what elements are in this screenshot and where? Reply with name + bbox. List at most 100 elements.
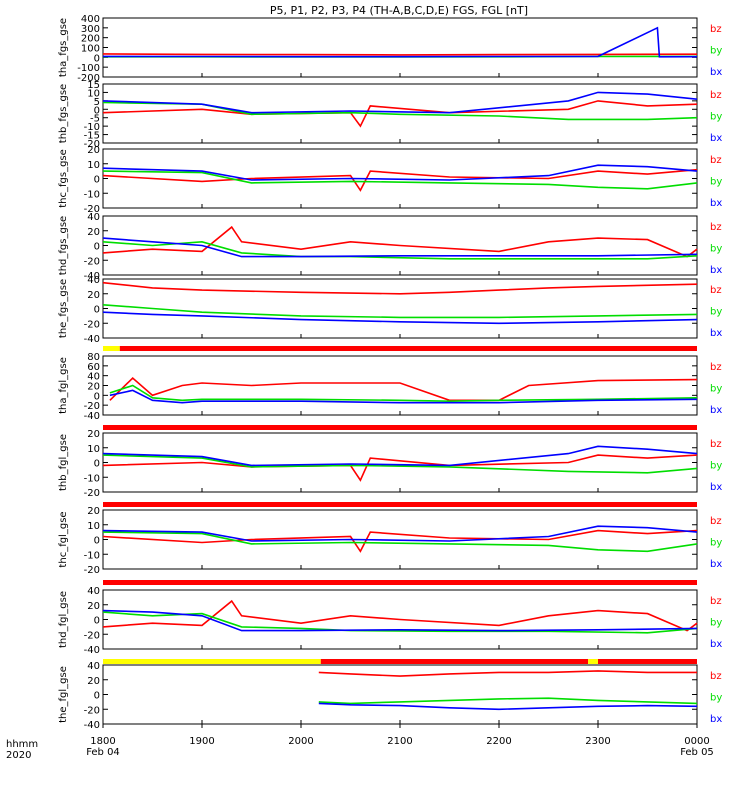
y-tick-label: 0 (94, 391, 100, 402)
series-by-line (109, 384, 698, 403)
legend-bz: bz (710, 362, 722, 373)
series-bz-line (102, 53, 698, 56)
y-tick-label: 100 (81, 44, 100, 55)
series-bz-line (318, 670, 697, 677)
x-tick-label: 1800 (90, 736, 115, 747)
y-tick-label: 20 (87, 506, 100, 517)
series-bx-line (102, 525, 698, 542)
y-tick-label: 0 (94, 175, 100, 186)
panel-frame (102, 278, 698, 339)
y-tick-label: 40 (87, 586, 100, 597)
series-by-line (318, 697, 698, 705)
series-bx-line (109, 389, 698, 404)
y-tick-label: -10 (84, 122, 100, 133)
y-tick-label: 20 (87, 290, 100, 301)
mode-bar-2-segment (103, 425, 697, 430)
y-tick-label: 40 (87, 212, 100, 223)
y-tick-label: -40 (84, 411, 100, 422)
legend-bz: bz (710, 90, 722, 101)
series-bz-line (102, 100, 698, 128)
y-tick-label: 10 (87, 521, 100, 532)
x-tick-label: 2100 (387, 736, 412, 747)
x-tick-date: Feb 04 (86, 747, 120, 758)
y-tick-label: -40 (84, 271, 100, 282)
y-axis-label: tha_fgl_gse (58, 357, 69, 414)
y-tick-label: 5 (94, 97, 100, 108)
panel-frame (102, 664, 698, 725)
y-axis-label: thc_fgl_gse (58, 511, 69, 567)
y-tick-label: 0 (94, 616, 100, 627)
y-axis-label: thb_fgl_gse (58, 434, 69, 491)
x-tick-label: 2200 (486, 736, 511, 747)
y-tick-label: 20 (87, 676, 100, 687)
y-tick-label: 40 (87, 275, 100, 286)
mode-bar-5-segment (588, 659, 598, 664)
series-bz-line (109, 377, 698, 402)
series-bx-line (102, 91, 698, 114)
y-tick-label: -10 (84, 473, 100, 484)
y-axis-label: thc_fgs_gse (58, 149, 69, 208)
panel-the_fgl_gse: 40 20 0 -20 -40 the_fgl_gse bz by bx (58, 661, 722, 731)
series-by-line (102, 531, 698, 553)
x-tick-label: 2000 (288, 736, 313, 747)
series-bx-line (102, 237, 698, 258)
y-tick-label: -20 (84, 256, 100, 267)
y-tick-label: -5 (90, 114, 100, 125)
legend-bx: bx (710, 133, 722, 144)
panel-thc_fgs_gse: 20 10 0 -10 -20 thc_fgs_gse bz by bx (58, 145, 722, 215)
panel-thb_fgl_gse: 20 10 0 -10 -20 thb_fgl_gse bz by bx (58, 429, 722, 499)
y-tick-label: -15 (84, 131, 100, 142)
mode-bar-5-segment (598, 659, 697, 664)
y-tick-label: -20 (84, 139, 100, 150)
legend-bx: bx (710, 639, 722, 650)
y-tick-label: 15 (87, 80, 100, 91)
x-tick-date: Feb 05 (680, 747, 714, 758)
legend-by: by (710, 618, 722, 629)
y-tick-label: 0 (94, 459, 100, 470)
legend-by: by (710, 384, 722, 395)
legend-bz: bz (710, 439, 722, 450)
legend-bx: bx (710, 405, 722, 416)
x-tick-label: 1900 (189, 736, 214, 747)
legend-bz: bz (710, 285, 722, 296)
y-axis-label: thd_fgs_gse (58, 216, 69, 275)
time-label-year: 2020 (6, 750, 31, 761)
legend-by: by (710, 177, 722, 188)
legend-bx: bx (710, 265, 722, 276)
legend-by: by (710, 693, 722, 704)
y-tick-label: -40 (84, 334, 100, 345)
y-tick-label: 60 (87, 362, 100, 373)
x-tick-label: 0000 (684, 736, 709, 747)
y-axis-label: the_fgl_gse (58, 666, 69, 723)
panel-thd_fgl_gse: 40 20 0 -20 -40 thd_fgl_gse bz by bx (58, 586, 722, 656)
legend-bx: bx (710, 198, 722, 209)
series-bz-line (102, 454, 698, 482)
y-tick-label: -100 (77, 63, 100, 74)
legend-by: by (710, 112, 722, 123)
mode-bar-1-segment (103, 346, 120, 351)
y-tick-label: 10 (87, 88, 100, 99)
panel-the_fgs_gse: 40 20 0 -20 -40 the_fgs_gse bz by bx (58, 275, 722, 345)
mode-bar-5-segment (320, 659, 589, 664)
mode-bars-group (103, 346, 697, 664)
panel-frame (102, 355, 698, 416)
series-bx-line (102, 311, 698, 325)
y-tick-label: -20 (84, 488, 100, 499)
y-tick-label: 0 (94, 53, 100, 64)
series-by-line (102, 304, 698, 319)
y-tick-label: 300 (81, 24, 100, 35)
y-tick-label: -20 (84, 401, 100, 412)
mode-bar-4-segment (103, 580, 697, 585)
panel-frame (102, 17, 698, 78)
legend-bx: bx (710, 67, 722, 78)
y-tick-label: 20 (87, 382, 100, 393)
mode-bar-1-segment (119, 346, 697, 351)
legend-bz: bz (710, 24, 722, 35)
y-tick-label: -20 (84, 630, 100, 641)
series-by-line (102, 454, 698, 474)
legend-bz: bz (710, 155, 722, 166)
y-tick-label: 10 (87, 444, 100, 455)
